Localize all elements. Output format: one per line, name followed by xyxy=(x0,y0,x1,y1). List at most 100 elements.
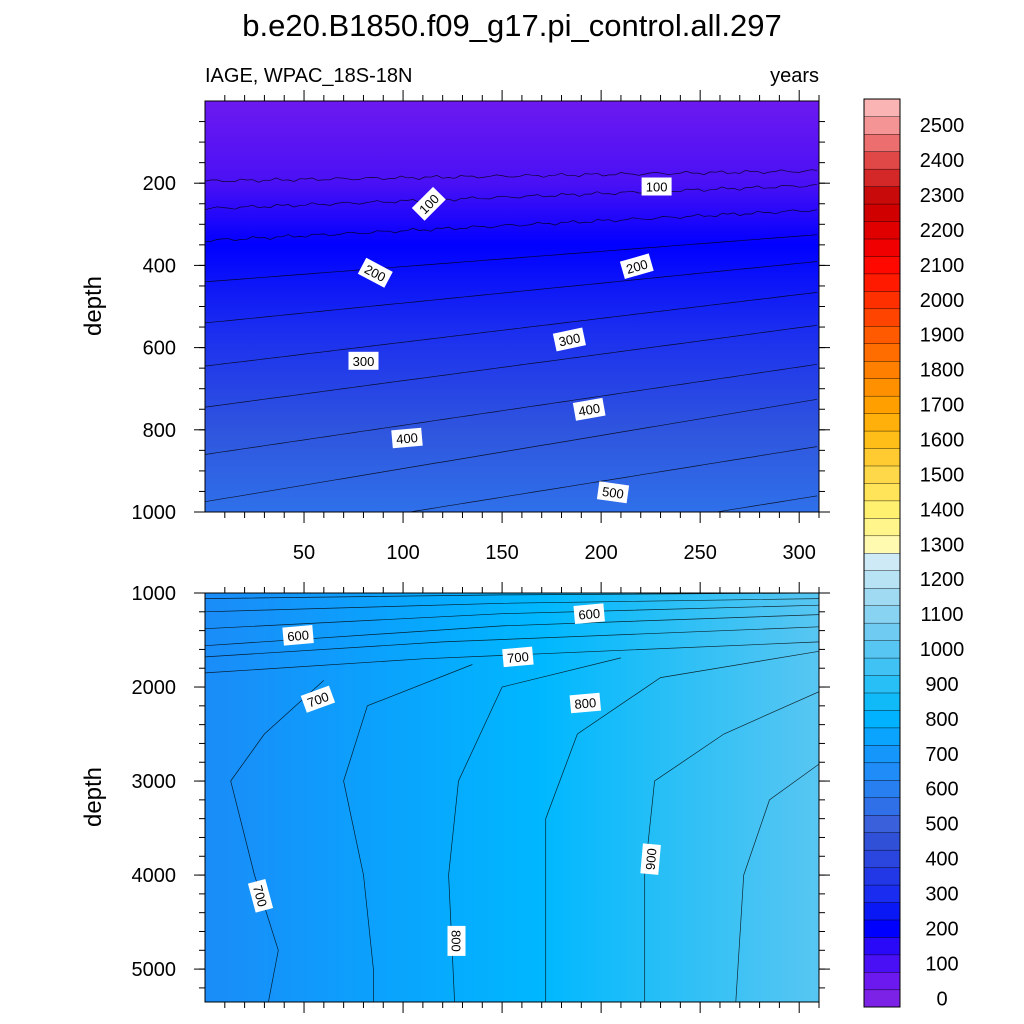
contour-label-box xyxy=(596,481,630,504)
upper-panel: 100 100 200 200 300 300 400 400 500 50 100 150 200 2… xyxy=(80,90,830,564)
colorbar-swatch xyxy=(863,902,901,921)
colorbar-swatch xyxy=(863,255,901,275)
colorbar-swatch xyxy=(863,378,901,397)
colorbar-label: 1000 xyxy=(920,639,965,661)
contour-line xyxy=(205,593,819,599)
colorbar-swatch xyxy=(863,762,901,781)
contour-line xyxy=(205,641,819,674)
x-tick-label: 150 xyxy=(485,542,518,564)
colorbar-label: 2300 xyxy=(920,185,965,207)
contour-label: 900 xyxy=(640,843,661,875)
contour-label: 600 xyxy=(282,625,314,646)
x-tick-label: 100 xyxy=(386,542,419,564)
contour-line xyxy=(343,664,473,1002)
colorbar-swatch xyxy=(863,325,901,344)
colorbar-swatch xyxy=(863,273,901,292)
colorbar-swatch xyxy=(863,605,901,624)
contour-label: 700 xyxy=(502,646,534,668)
contour-line xyxy=(205,183,818,211)
y-tick-label: 800 xyxy=(143,420,176,442)
colorbar-label: 1400 xyxy=(920,499,965,521)
colorbar-swatch xyxy=(863,482,901,502)
contour-label-text: 400 xyxy=(577,401,601,420)
colorbar-label: 1600 xyxy=(920,430,965,452)
contour-label-text: 700 xyxy=(250,884,270,909)
y-tick-label: 5000 xyxy=(132,959,177,981)
contour-label-text: 600 xyxy=(578,606,601,623)
colorbar-swatch xyxy=(863,430,901,449)
contour-label-box xyxy=(552,327,586,352)
colorbar-label: 800 xyxy=(925,709,958,731)
y-tick-label: 4000 xyxy=(132,865,177,887)
contour-line xyxy=(545,650,819,1002)
colorbar-label: 2200 xyxy=(920,220,965,242)
colorbar-swatch xyxy=(863,98,901,117)
contour-line xyxy=(205,261,818,324)
colorbar-label: 400 xyxy=(925,849,958,871)
lower-panel: 600 600 700 700 700 800 800 900 1000 2000 3000 400… xyxy=(80,582,830,1013)
contour-label-text: 200 xyxy=(624,256,649,276)
contour-label-box xyxy=(640,843,661,875)
colorbar-swatch xyxy=(863,535,901,554)
colorbar-swatch xyxy=(863,552,901,571)
contour-label: 200 xyxy=(357,257,393,288)
colorbar-swatch xyxy=(863,151,901,170)
colorbar-swatch xyxy=(863,919,901,938)
y-tick-label: 600 xyxy=(143,338,176,360)
contour-label: 200 xyxy=(619,253,654,279)
colorbar-swatch xyxy=(863,797,901,816)
figure-title: b.e20.B1850.f09_g17.pi_control.all.297 xyxy=(242,8,782,43)
contour-label: 700 xyxy=(247,878,274,913)
contour-label: 800 xyxy=(569,692,602,714)
lower-plot-frame xyxy=(204,592,820,1003)
contour-line xyxy=(205,626,819,658)
contour-line xyxy=(205,398,818,503)
upper-axis-ticks: 50 100 150 200 250 300 200 400 600 800 1000 xyxy=(132,90,830,564)
contour-label-text: 500 xyxy=(601,484,625,502)
colorbar-swatch xyxy=(863,640,901,659)
contour-label: 700 xyxy=(300,685,336,713)
colorbar-swatch xyxy=(863,133,901,152)
contour-label-box xyxy=(282,625,314,646)
contour-label: 100 xyxy=(641,177,672,196)
colorbar-swatch xyxy=(863,727,901,746)
colorbar-swatch xyxy=(863,814,901,833)
y-tick-label: 1000 xyxy=(132,502,177,524)
colorbar-label: 2000 xyxy=(920,290,965,312)
contour-label-text: 100 xyxy=(646,180,668,195)
colorbar-swatch xyxy=(863,622,901,641)
colorbar-swatch xyxy=(863,709,901,729)
colorbar-swatch xyxy=(863,203,901,222)
colorbar-swatch xyxy=(863,290,901,310)
colorbar-swatch xyxy=(863,517,901,537)
panel-subtitle-left: IAGE, WPAC_18S-18N xyxy=(205,65,412,87)
colorbar-label: 300 xyxy=(925,884,958,906)
contour-label-box xyxy=(348,351,379,370)
x-tick-label: 250 xyxy=(683,542,716,564)
x-tick-label: 200 xyxy=(584,542,617,564)
colorbar-frame xyxy=(863,98,901,1008)
colorbar-swatch xyxy=(863,448,901,467)
colorbar-swatch xyxy=(863,413,901,432)
colorbar-swatch xyxy=(863,465,901,484)
contour-line xyxy=(644,691,819,1002)
contour-label-text: 900 xyxy=(643,848,660,871)
colorbar-swatch xyxy=(863,657,901,676)
colorbar-label: 2100 xyxy=(920,255,965,277)
y-tick-label: 2000 xyxy=(132,677,177,699)
contour-line xyxy=(205,598,819,613)
colorbar-swatch xyxy=(863,867,901,886)
colorbar-swatch xyxy=(863,587,901,606)
x-tick-label: 300 xyxy=(783,542,816,564)
contour-label-text: 300 xyxy=(353,354,375,369)
contour-label-box xyxy=(502,646,534,668)
contour-line xyxy=(205,363,818,455)
contour-label: 300 xyxy=(552,327,586,352)
y-tick-label: 200 xyxy=(143,173,176,195)
colorbar-swatch xyxy=(863,936,901,956)
colorbar-swatch xyxy=(863,343,901,362)
contour-label-text: 800 xyxy=(449,930,464,952)
y-tick-label: 3000 xyxy=(132,771,177,793)
colorbar-swatch xyxy=(863,116,901,135)
